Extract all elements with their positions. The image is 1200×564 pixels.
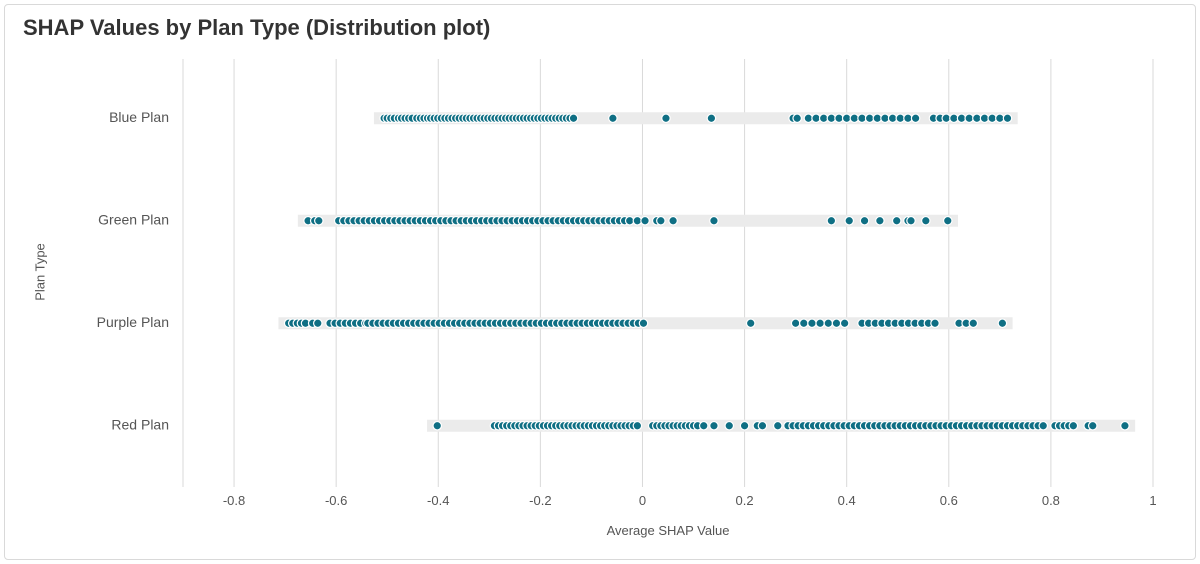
data-point xyxy=(1003,114,1011,122)
data-point xyxy=(725,422,733,430)
data-point xyxy=(827,217,835,225)
data-point xyxy=(840,319,848,327)
data-point xyxy=(758,422,766,430)
x-tick-label: -0.8 xyxy=(223,493,245,508)
data-point xyxy=(1089,422,1097,430)
data-point xyxy=(832,319,840,327)
data-point xyxy=(907,217,915,225)
plot-area: -0.8 -0.6 -0.4 -0.2 0 0.2 0.4 0.6 0.8 1 Blue Plan G… xyxy=(13,47,1187,551)
data-point xyxy=(944,217,952,225)
data-point xyxy=(969,319,977,327)
chart-card: SHAP Values by Plan Type (Distribution p… xyxy=(4,4,1196,560)
data-point xyxy=(315,217,323,225)
data-point xyxy=(876,217,884,225)
data-point xyxy=(700,422,708,430)
data-point xyxy=(893,217,901,225)
y-axis-label: Plan Type xyxy=(32,243,47,301)
data-point xyxy=(1069,422,1077,430)
chart-title: SHAP Values by Plan Type (Distribution p… xyxy=(23,15,490,41)
x-tick-label: 0 xyxy=(639,493,646,508)
data-point xyxy=(824,319,832,327)
data-point xyxy=(800,319,808,327)
data-point xyxy=(793,114,801,122)
x-tick-label: 0.2 xyxy=(736,493,754,508)
data-point xyxy=(791,319,799,327)
data-point xyxy=(1121,422,1129,430)
data-point xyxy=(641,217,649,225)
data-point xyxy=(314,319,322,327)
data-point xyxy=(609,114,617,122)
data-point xyxy=(931,319,939,327)
y-category-label: Red Plan xyxy=(111,416,169,432)
y-category-label: Purple Plan xyxy=(97,314,169,330)
data-point xyxy=(747,319,755,327)
data-point xyxy=(845,217,853,225)
x-tick-label: -0.4 xyxy=(427,493,449,508)
data-point xyxy=(657,217,665,225)
data-point xyxy=(569,114,577,122)
data-point xyxy=(808,319,816,327)
data-point xyxy=(707,114,715,122)
data-point xyxy=(669,217,677,225)
x-axis-label: Average SHAP Value xyxy=(607,523,730,538)
data-point xyxy=(639,319,647,327)
data-point xyxy=(816,319,824,327)
x-tick-label: 1 xyxy=(1149,493,1156,508)
x-tick-label: -0.6 xyxy=(325,493,347,508)
data-point xyxy=(998,319,1006,327)
data-point xyxy=(1039,422,1047,430)
data-point xyxy=(710,217,718,225)
x-tick-label: 0.4 xyxy=(838,493,856,508)
data-point xyxy=(774,422,782,430)
data-point xyxy=(710,422,718,430)
data-point xyxy=(433,422,441,430)
x-tick-label: 0.8 xyxy=(1042,493,1060,508)
data-point xyxy=(922,217,930,225)
y-category-label: Blue Plan xyxy=(109,109,169,125)
data-point xyxy=(860,217,868,225)
distribution-plot-svg: -0.8 -0.6 -0.4 -0.2 0 0.2 0.4 0.6 0.8 1 Blue Plan G… xyxy=(13,47,1189,553)
data-point xyxy=(633,422,641,430)
y-category-label: Green Plan xyxy=(98,211,169,227)
data-point xyxy=(740,422,748,430)
data-point xyxy=(911,114,919,122)
data-point xyxy=(662,114,670,122)
x-tick-label: -0.2 xyxy=(529,493,551,508)
x-tick-label: 0.6 xyxy=(940,493,958,508)
